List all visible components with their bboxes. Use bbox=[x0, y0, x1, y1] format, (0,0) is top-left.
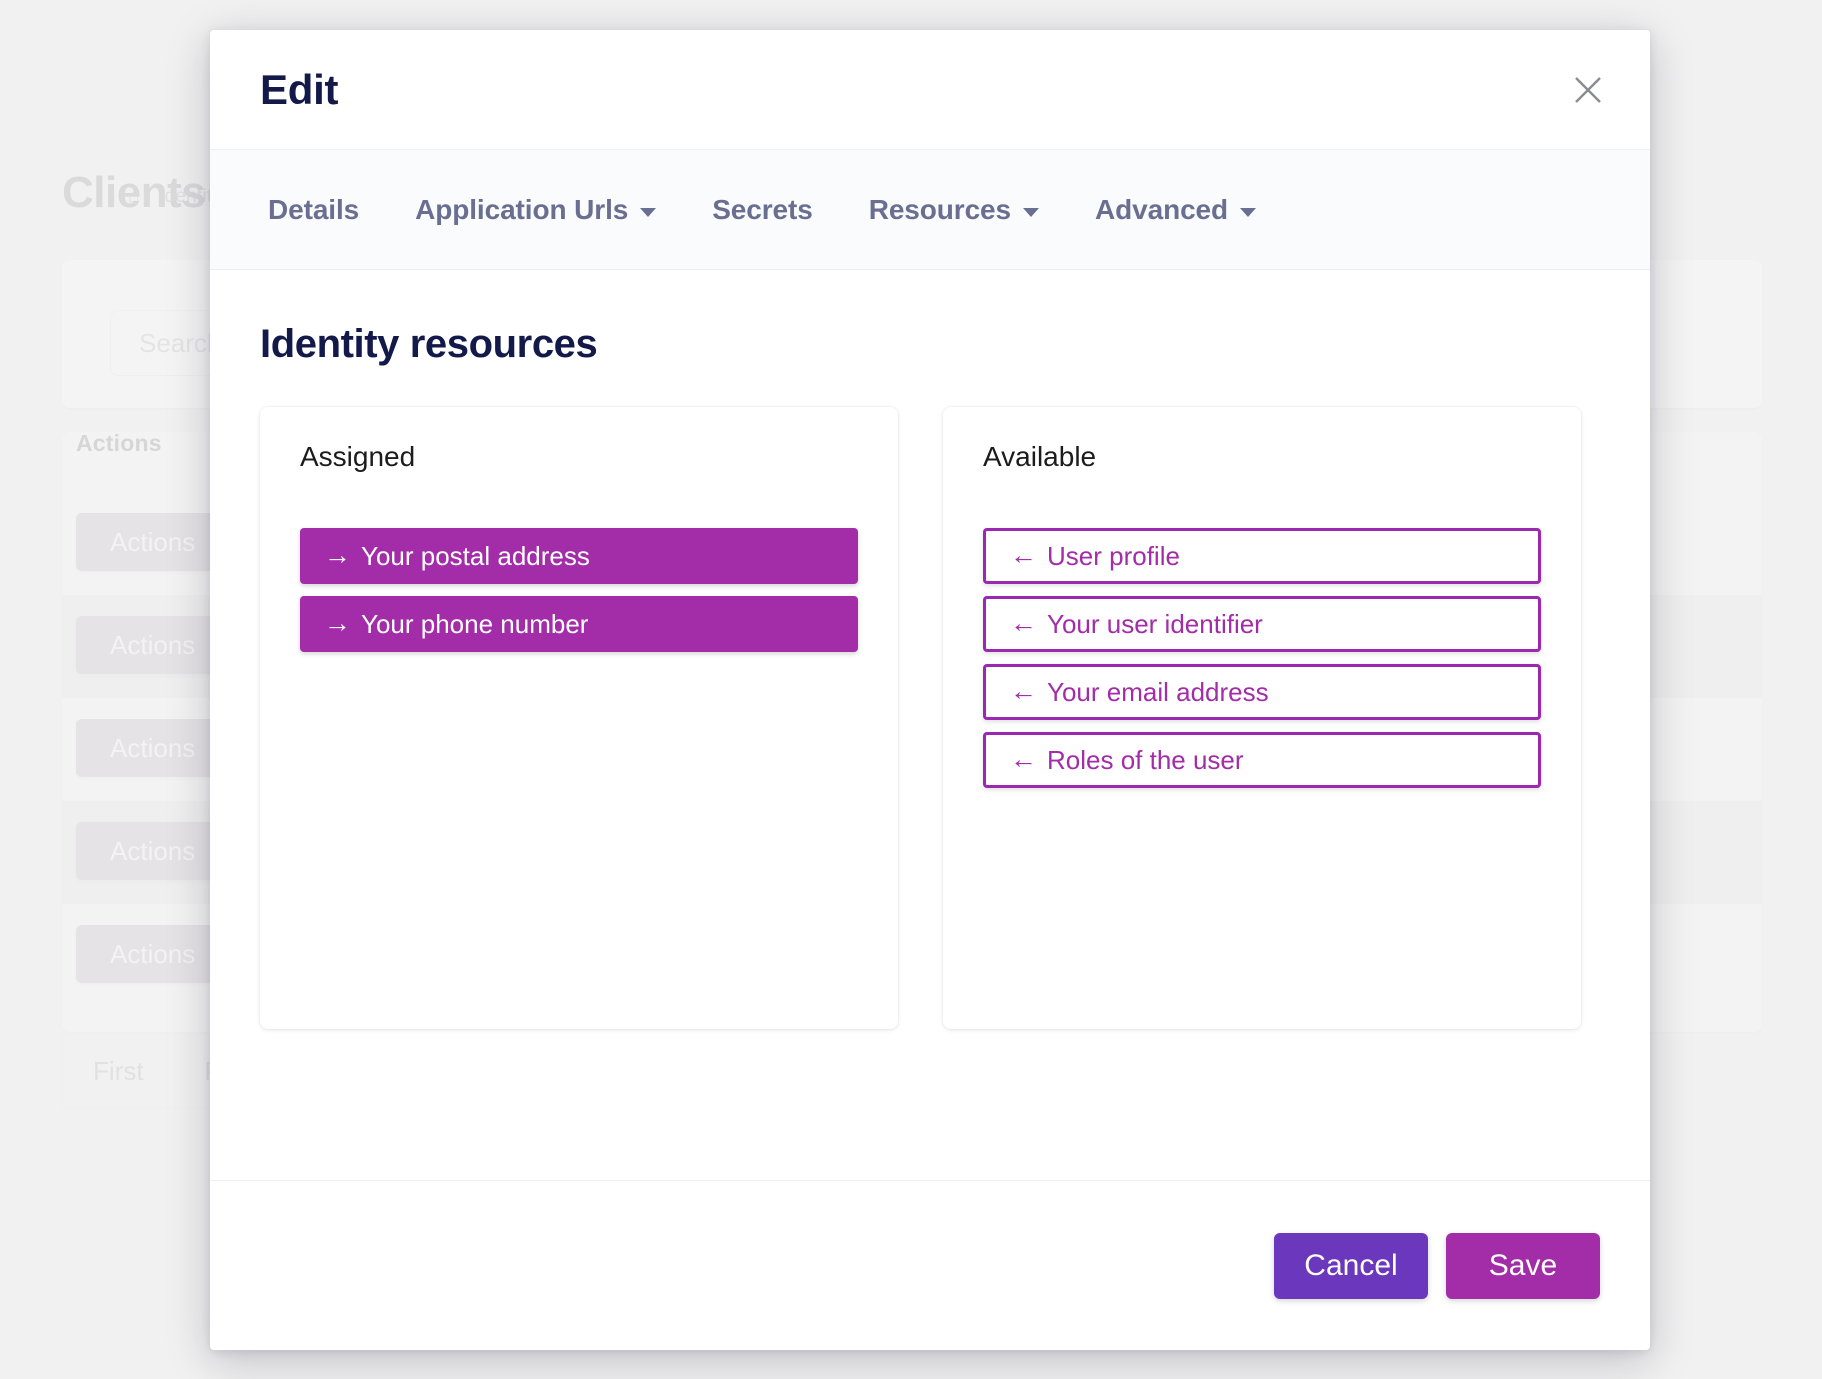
chevron-down-icon bbox=[1023, 208, 1040, 217]
list-item[interactable]: ← Roles of the user bbox=[983, 732, 1541, 788]
cancel-button[interactable]: Cancel bbox=[1274, 1232, 1428, 1299]
close-icon[interactable] bbox=[1566, 68, 1610, 112]
tab-label: Details bbox=[268, 193, 360, 225]
arrow-right-icon: → bbox=[324, 607, 351, 638]
arrow-left-icon: ← bbox=[1010, 539, 1037, 570]
tab-advanced[interactable]: Advanced bbox=[1067, 194, 1284, 226]
resource-transfer-panels: Assigned → Your postal address → Your ph… bbox=[260, 407, 1600, 1029]
available-label: Available bbox=[983, 441, 1097, 472]
assigned-list: → Your postal address → Your phone numbe… bbox=[300, 528, 858, 652]
dialog-footer: Cancel Save bbox=[210, 1180, 1650, 1350]
list-item-label: Roles of the user bbox=[1047, 744, 1244, 775]
tab-label: Resources bbox=[868, 193, 1012, 225]
table-header-actions: Actions bbox=[76, 430, 162, 456]
arrow-right-icon: → bbox=[324, 539, 351, 570]
list-item-label: User profile bbox=[1047, 540, 1180, 571]
list-item[interactable]: ← Your user identifier bbox=[983, 596, 1541, 652]
arrow-left-icon: ← bbox=[1010, 743, 1037, 774]
edit-dialog: Edit Details Application Urls Secrets Re… bbox=[210, 30, 1650, 1350]
list-item-label: Your phone number bbox=[361, 608, 589, 639]
tab-label: Application Urls bbox=[415, 193, 629, 225]
chevron-down-icon bbox=[1240, 208, 1257, 217]
tab-secrets[interactable]: Secrets bbox=[684, 194, 841, 226]
save-button[interactable]: Save bbox=[1446, 1232, 1600, 1299]
chevron-down-icon bbox=[640, 208, 657, 217]
available-list: ← User profile ← Your user identifier ← … bbox=[983, 528, 1541, 788]
page-title: Clients bbox=[62, 168, 206, 217]
tab-resources[interactable]: Resources bbox=[841, 194, 1067, 226]
home-icon: ⌂ bbox=[128, 186, 140, 207]
tab-details[interactable]: Details bbox=[240, 194, 387, 226]
list-item-label: Your email address bbox=[1047, 676, 1269, 707]
assigned-label: Assigned bbox=[300, 441, 416, 472]
tab-application-urls[interactable]: Application Urls bbox=[387, 194, 684, 226]
list-item[interactable]: → Your postal address bbox=[300, 528, 858, 584]
arrow-left-icon: ← bbox=[1010, 607, 1037, 638]
list-item[interactable]: → Your phone number bbox=[300, 596, 858, 652]
pagination-first[interactable]: First bbox=[62, 1034, 174, 1108]
list-item[interactable]: ← Your email address bbox=[983, 664, 1541, 720]
dialog-tabs: Details Application Urls Secrets Resourc… bbox=[210, 150, 1650, 270]
list-item-label: Your postal address bbox=[361, 540, 590, 571]
assigned-panel: Assigned → Your postal address → Your ph… bbox=[260, 407, 898, 1029]
dialog-body: Identity resources Assigned → Your posta… bbox=[210, 270, 1650, 1180]
dialog-header: Edit bbox=[210, 30, 1650, 150]
list-item-label: Your user identifier bbox=[1047, 608, 1263, 639]
available-panel: Available ← User profile ← Your user ide… bbox=[943, 407, 1581, 1029]
arrow-left-icon: ← bbox=[1010, 675, 1037, 706]
dialog-title: Edit bbox=[260, 65, 339, 113]
section-title: Identity resources bbox=[260, 322, 598, 366]
list-item[interactable]: ← User profile bbox=[983, 528, 1541, 584]
tab-label: Secrets bbox=[712, 193, 813, 225]
tab-label: Advanced bbox=[1095, 193, 1229, 225]
